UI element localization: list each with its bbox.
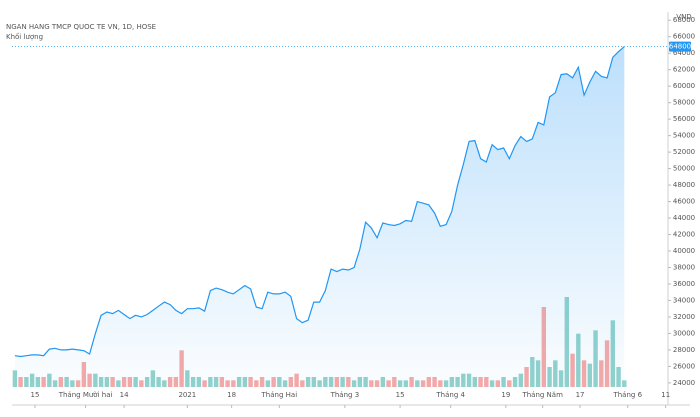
volume-label: Khối lượng	[6, 33, 43, 41]
y-tick-label: 34000	[673, 296, 695, 304]
y-tick-label: 40000	[673, 247, 695, 255]
y-tick-label: 52000	[673, 148, 695, 156]
x-tick-label: Tháng 4	[435, 391, 465, 399]
x-tick-label: 2021	[178, 391, 196, 399]
price-area	[14, 46, 625, 387]
x-tick-label: 17	[576, 391, 585, 399]
price-line	[14, 46, 625, 358]
y-tick-label: 60000	[673, 82, 695, 90]
last-price-box	[669, 41, 691, 52]
y-tick-label: 68000	[673, 16, 695, 24]
y-tick-label: 44000	[673, 214, 695, 222]
y-tick-label: 42000	[673, 231, 695, 239]
y-tick-label: 48000	[673, 181, 695, 189]
y-tick-label: 30000	[673, 329, 695, 337]
y-tick-label: 24000	[673, 379, 695, 387]
x-tick-label: Tháng Hai	[261, 391, 298, 399]
y-tick-label: 50000	[673, 165, 695, 173]
y-tick-label: 66000	[673, 33, 695, 41]
y-tick-label: 46000	[673, 198, 695, 206]
chart-title: NGAN HANG TMCP QUOC TE VN, 1D, HOSE	[6, 23, 156, 31]
last-price-label: 64800	[669, 43, 691, 51]
x-tick-label: 19	[501, 391, 510, 399]
x-tick-label: Tháng Năm	[521, 391, 563, 399]
x-tick-label: 15	[396, 391, 405, 399]
x-tick-label: 18	[227, 391, 236, 399]
y-tick-label: 56000	[673, 115, 695, 123]
x-tick-label: Tháng 3	[330, 391, 360, 399]
y-tick-label: 54000	[673, 132, 695, 140]
y-tick-label: 36000	[673, 280, 695, 288]
x-tick-label: 15	[31, 391, 40, 399]
x-tick-label: Tháng 6	[612, 391, 642, 399]
y-tick-label: 38000	[673, 263, 695, 271]
x-tick-label: 14	[120, 391, 129, 399]
x-tick-label: Tháng Mười hai	[58, 391, 113, 399]
y-axis-label: VND	[676, 13, 691, 21]
volume-bar	[12, 370, 18, 387]
y-tick-label: 32000	[673, 313, 695, 321]
y-tick-label: 58000	[673, 99, 695, 107]
x-tick-label: 11	[661, 391, 670, 399]
y-tick-label: 28000	[673, 346, 695, 354]
y-tick-label: 26000	[673, 362, 695, 370]
y-tick-label: 62000	[673, 66, 695, 74]
volume-bar	[622, 380, 627, 387]
y-tick-label: 64000	[673, 49, 695, 57]
